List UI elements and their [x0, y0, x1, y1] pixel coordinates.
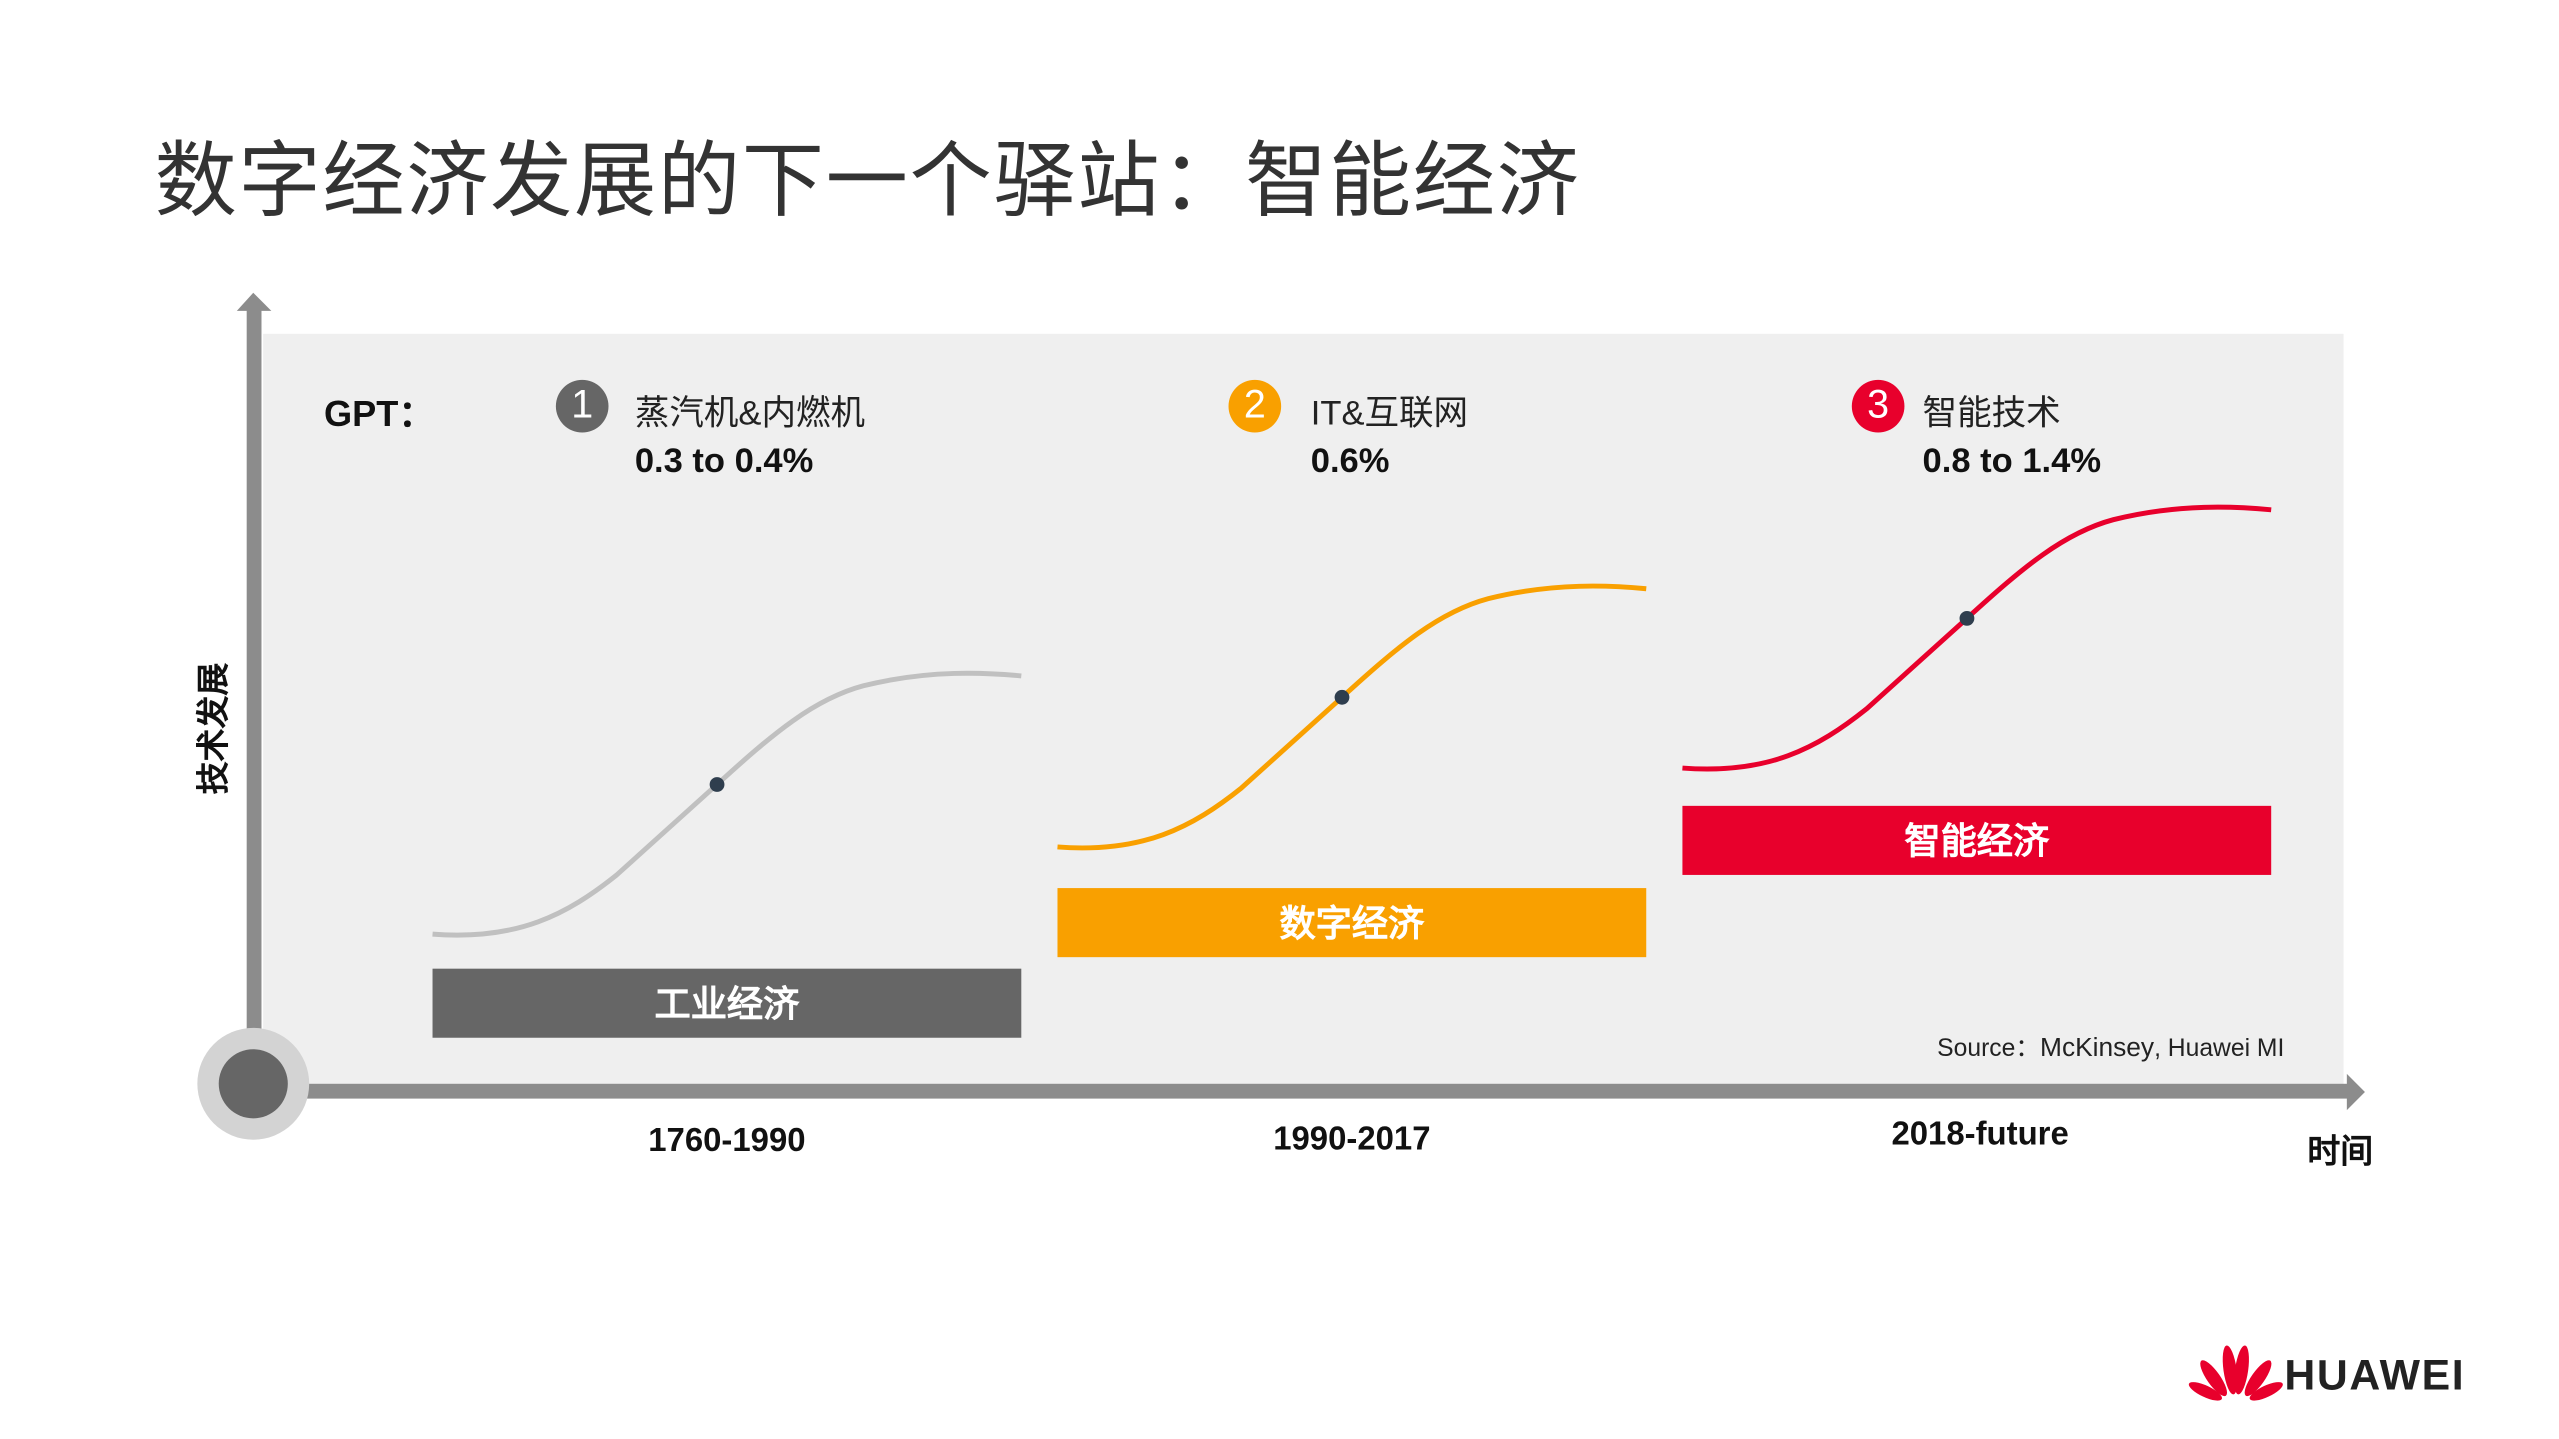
- y-axis-label: 技术发展: [196, 662, 233, 795]
- stage-3-gpt-share: 0.8 to 1.4%: [1922, 442, 2102, 481]
- stage-1-technology: 蒸汽机&内燃机: [634, 394, 866, 433]
- x-axis-arrow-icon: [2346, 1073, 2365, 1111]
- y-axis: [246, 309, 262, 1086]
- curve-industrial: [432, 670, 1022, 938]
- s-curve-line: [432, 670, 1022, 938]
- stage-1-period: 1760-1990: [648, 1123, 806, 1160]
- stage-2-number-badge: 2: [1228, 379, 1282, 433]
- stage-3-number-badge: 3: [1851, 379, 1905, 433]
- gpt-label: GPT：: [323, 393, 435, 435]
- huawei-logo-text: HUAWEI: [2284, 1350, 2466, 1400]
- source-note: Source：McKinsey, Huawei MI: [1937, 1030, 2284, 1065]
- chart-panel: [263, 333, 2344, 1086]
- stage-3-economy-bar: 智能经济: [1682, 805, 2272, 875]
- stage-2-economy-bar: 数字经济: [1057, 888, 1647, 958]
- source-prefix: Source：: [1937, 1034, 2041, 1063]
- huawei-logo-icon: [2188, 1345, 2283, 1401]
- stage-1-gpt-share: 0.3 to 0.4%: [634, 442, 814, 481]
- y-axis-arrow-icon: [236, 292, 272, 311]
- slide-title: 数字经济发展的下一个驿站：智能经济: [154, 134, 1581, 227]
- stage-3-period: 2018-future: [1891, 1116, 2069, 1153]
- stage-2-period: 1990-2017: [1273, 1121, 1431, 1158]
- curve-intelligent: [1682, 504, 2272, 772]
- inflection-dot: [1334, 689, 1350, 705]
- source-main: McKinsey: [2040, 1034, 2155, 1063]
- inflection-dot: [1959, 610, 1975, 626]
- s-curve-line: [1057, 583, 1647, 851]
- x-axis: [253, 1083, 2351, 1099]
- stage-3-technology: 智能技术: [1922, 394, 2061, 433]
- s-curve-line: [1682, 504, 2272, 772]
- stage-2-technology: IT&互联网: [1310, 394, 1469, 433]
- stage-2-gpt-share: 0.6%: [1310, 442, 1390, 481]
- curve-digital: [1057, 583, 1647, 851]
- stage-1-number-badge: 1: [555, 379, 609, 433]
- stage-1-economy-bar: 工业经济: [432, 968, 1022, 1038]
- x-axis-label: 时间: [2307, 1134, 2374, 1171]
- inflection-dot: [709, 777, 725, 792]
- source-rest: , Huawei MI: [2154, 1034, 2285, 1063]
- origin-inner-circle: [218, 1049, 288, 1119]
